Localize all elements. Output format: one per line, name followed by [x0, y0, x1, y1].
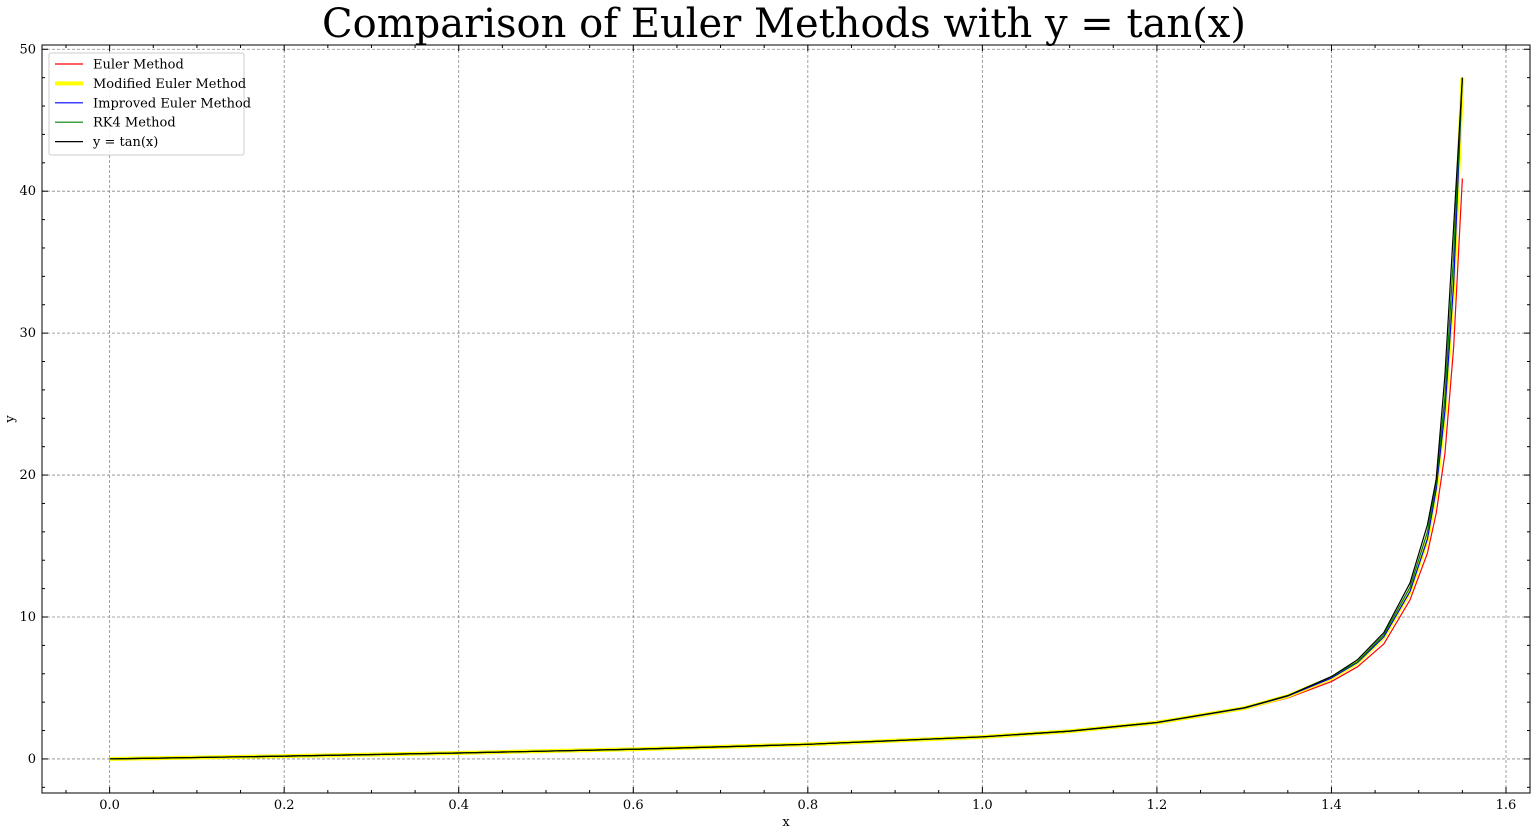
- legend-label-y-tan-x: y = tan(x): [92, 135, 158, 150]
- x-tick-label: 1.6: [1496, 798, 1517, 813]
- series-line-euler-method: [109, 178, 1463, 760]
- legend-label-rk4-method: RK4 Method: [93, 116, 176, 131]
- legend-label-modified-euler-method: Modified Euler Method: [93, 77, 246, 92]
- legend: Euler Method Modified Euler Method Improve…: [48, 52, 251, 156]
- series-line-y-tan-x: [109, 77, 1463, 760]
- y-tick-label: 30: [19, 326, 36, 341]
- legend-box: [48, 52, 245, 156]
- x-tick-label: 1.4: [1321, 798, 1342, 813]
- x-tick-label: 0.6: [623, 798, 644, 813]
- axes-ticks: 0.0 0.2 0.4 0.6 0.8 1.0 1.2 1.4 1.6 0 10 20 30 40 50: [19, 42, 1530, 813]
- legend-label-euler-method: Euler Method: [93, 58, 184, 73]
- y-tick-label: 20: [19, 468, 36, 483]
- y-tick-label: 0: [28, 752, 36, 767]
- x-tick-label: 0.4: [448, 798, 469, 813]
- plot-frame: [41, 44, 1531, 794]
- y-tick-label: 40: [19, 184, 36, 199]
- series-line-rk4-method: [109, 77, 1463, 760]
- y-tick-label: 50: [19, 42, 36, 57]
- plot-area: [109, 77, 1465, 761]
- chart-title: Comparison of Euler Methods with y = tan…: [322, 1, 1246, 47]
- x-tick-label: 1.2: [1147, 798, 1168, 813]
- series-line-modified-euler-method: [109, 77, 1465, 761]
- legend-label-improved-euler-method: Improved Euler Method: [93, 96, 251, 111]
- grid: [42, 45, 1530, 793]
- x-axis-label: x: [782, 815, 790, 830]
- y-axis-label: y: [3, 415, 18, 424]
- x-tick-label: 0.2: [274, 798, 295, 813]
- x-tick-label: 1.0: [972, 798, 993, 813]
- series-line-improved-euler-method: [109, 77, 1463, 760]
- x-tick-label: 0.0: [99, 798, 120, 813]
- x-tick-label: 0.8: [797, 798, 818, 813]
- y-tick-label: 10: [19, 610, 36, 625]
